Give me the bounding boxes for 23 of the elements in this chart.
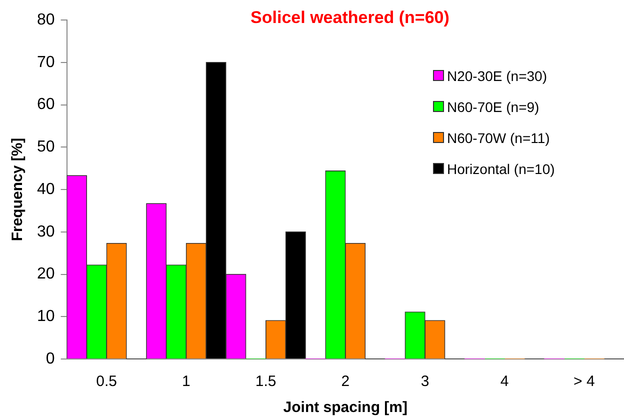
y-tick-label: 70 [37, 54, 55, 71]
legend-label: N60-70W (n=11) [447, 130, 550, 146]
y-tick-label: 0 [46, 350, 55, 368]
y-tick-label: 20 [37, 266, 55, 283]
x-tick-label: > 4 [574, 373, 595, 390]
legend-label: N20-30E (n=30) [447, 68, 548, 84]
x-tick-label: 3 [420, 373, 430, 390]
x-tick-label: 4 [500, 373, 509, 390]
x-tick-label: 1.5 [255, 373, 276, 390]
y-tick-label: 60 [37, 96, 55, 114]
y-tick-label: 30 [37, 223, 55, 240]
y-axis-title: Frequency [%] [9, 138, 26, 242]
chart-title: Solicel weathered (n=60) [250, 8, 450, 28]
x-tick-label: 0.5 [96, 373, 118, 390]
y-tick-label: 40 [37, 180, 55, 198]
y-tick-label: 80 [37, 11, 55, 28]
x-tick-label: 1 [182, 373, 190, 390]
y-tick-label: 10 [37, 308, 55, 326]
legend-label: Horizontal (n=10) [447, 160, 555, 176]
x-axis-title: Joint spacing [m] [283, 399, 408, 416]
y-tick-label: 50 [37, 138, 55, 156]
legend-label: N60-70E (n=9) [447, 98, 540, 114]
x-tick-label: 2 [341, 373, 350, 390]
